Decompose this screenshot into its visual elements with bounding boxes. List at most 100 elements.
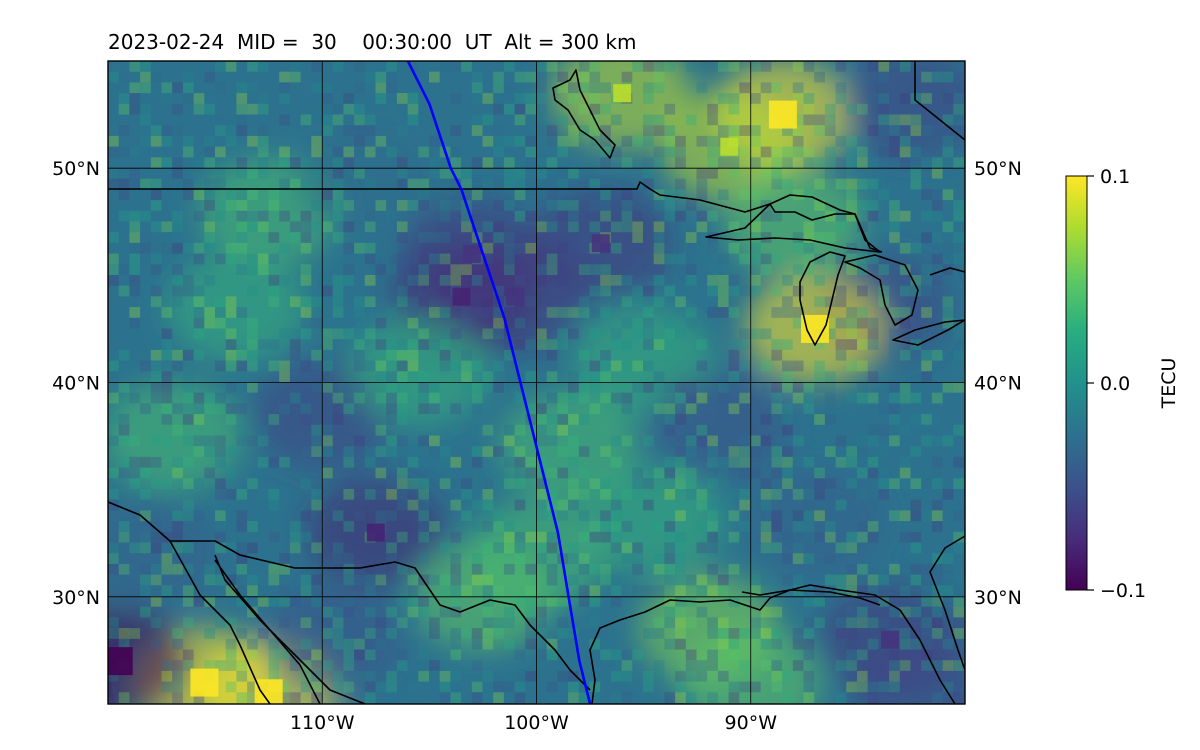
grain-cell — [621, 157, 633, 168]
grain-cell — [204, 232, 215, 243]
grain-cell — [621, 135, 633, 147]
grain-cell — [236, 670, 248, 682]
grain-cell — [889, 660, 900, 671]
grain-cell — [471, 553, 483, 564]
grain-cell — [247, 317, 258, 329]
field-blob — [648, 370, 789, 481]
grain-cell — [247, 285, 258, 297]
grain-cell — [108, 563, 119, 575]
grain-cell — [396, 467, 408, 479]
grain-cell — [129, 275, 141, 286]
grain-cell — [621, 189, 633, 201]
grain-cell — [150, 296, 162, 308]
grain-cell — [846, 264, 857, 275]
grain-cell — [824, 382, 836, 393]
grain-cell — [354, 339, 365, 350]
grain-cell — [632, 328, 643, 340]
grain-cell — [396, 499, 408, 511]
grain-cell — [600, 521, 611, 532]
grain-cell — [108, 467, 119, 479]
grain-cell — [461, 307, 472, 318]
grain-cell — [921, 563, 932, 575]
grain-cell — [503, 617, 515, 629]
grain-cell — [792, 382, 804, 393]
grain-cell — [910, 125, 922, 136]
grain-cell — [493, 221, 504, 233]
grain-cell — [814, 531, 825, 543]
grain-cell — [536, 649, 547, 661]
grain-cell — [664, 606, 676, 618]
grain-cell — [610, 531, 622, 543]
grain-cell — [803, 628, 815, 639]
grain-cell — [568, 414, 579, 425]
grain-cell — [760, 489, 772, 500]
grain-cell — [354, 649, 365, 661]
grain-cell — [429, 382, 440, 393]
grain-cell — [247, 382, 258, 393]
grain-cell — [632, 296, 643, 308]
grain-cell — [910, 563, 922, 575]
grain-cell — [921, 467, 932, 479]
grain-cell — [247, 478, 258, 489]
grain-cell — [407, 596, 419, 607]
grain-cell — [332, 157, 344, 168]
grain-cell — [108, 178, 119, 190]
grain-cell — [204, 446, 215, 457]
grain-cell — [889, 114, 900, 126]
grain-cell — [771, 210, 783, 222]
grain-cell — [878, 189, 890, 201]
grain-cell — [632, 317, 643, 329]
grain-cell — [172, 510, 183, 522]
grain-cell — [739, 371, 750, 382]
grain-cell — [193, 157, 205, 168]
grain-cell — [418, 499, 429, 511]
grain-cell — [953, 617, 964, 629]
grain-cell — [643, 168, 654, 179]
grain-cell — [814, 617, 825, 629]
grain-cell — [514, 499, 526, 511]
grain-cell — [450, 157, 462, 168]
grain-cell — [375, 360, 387, 372]
grain-cell — [643, 499, 654, 511]
grain-cell — [867, 574, 879, 586]
grain-cell — [568, 168, 579, 179]
grain-cell — [279, 553, 290, 564]
grain-cell — [632, 285, 643, 297]
grain-cell — [493, 446, 504, 457]
grain-cell — [161, 93, 173, 104]
grain-cell — [760, 574, 772, 586]
grain-cell — [621, 692, 633, 703]
grain-cell — [225, 585, 237, 596]
grain-cell — [332, 275, 344, 286]
grain-cell — [354, 670, 365, 682]
grain-cell — [889, 563, 900, 575]
grain-cell — [204, 307, 215, 318]
grain-cell — [289, 360, 301, 372]
grain-cell — [268, 499, 280, 511]
grain-cell — [707, 692, 718, 703]
grain-cell — [343, 328, 355, 340]
grain-cell — [514, 424, 526, 436]
grain-cell — [493, 521, 504, 532]
grain-cell — [289, 232, 301, 243]
grain-cell — [257, 510, 269, 522]
grain-cell — [889, 146, 900, 158]
grain-cell — [771, 542, 783, 554]
grain-cell — [717, 478, 729, 489]
grain-cell — [439, 328, 451, 340]
grain-cell — [471, 221, 483, 233]
grain-cell — [300, 114, 312, 126]
grain-cell — [322, 285, 333, 297]
grain-cell — [332, 232, 344, 243]
grain-cell — [471, 446, 483, 457]
grain-cell — [182, 392, 194, 404]
grain-cell — [386, 82, 397, 94]
grain-cell — [931, 574, 943, 586]
grain-cell — [236, 82, 248, 94]
grain-cell — [364, 649, 376, 661]
anomaly-patch — [613, 84, 632, 103]
grain-cell — [835, 628, 847, 639]
grain-cell — [172, 264, 183, 275]
anomaly-patch — [506, 287, 525, 306]
grain-cell — [525, 371, 536, 382]
